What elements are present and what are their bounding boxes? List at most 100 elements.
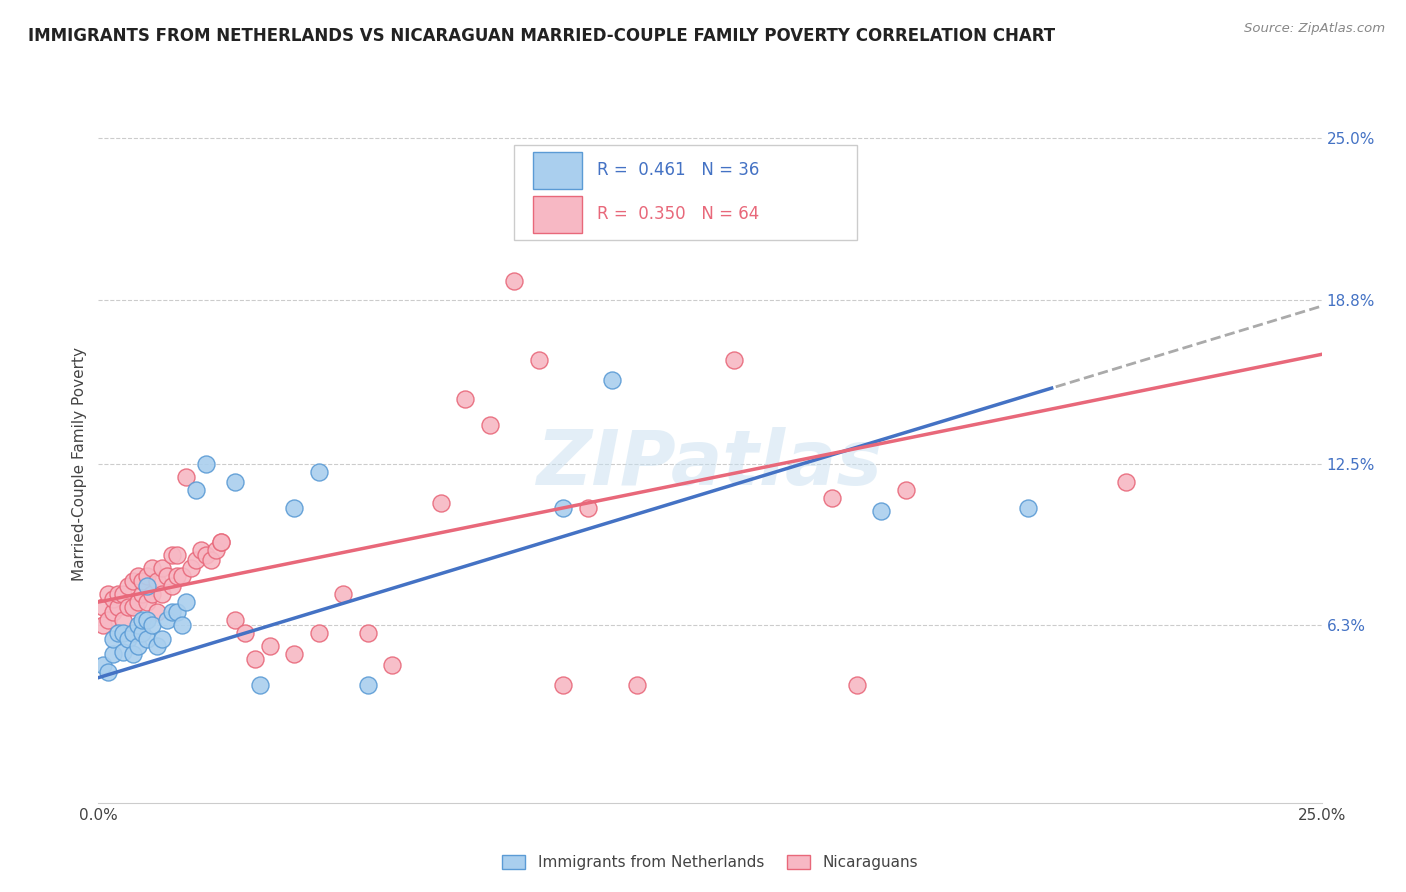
Text: R =  0.350   N = 64: R = 0.350 N = 64 [598,205,759,223]
Point [195,457,218,471]
Point [121,600,143,615]
Point [166,548,188,562]
Point [131,613,153,627]
Point [209,535,232,549]
Point [117,600,139,615]
Point [117,632,139,646]
Point [576,501,599,516]
Point [121,574,143,589]
Point [381,657,404,672]
Point [146,574,169,589]
FancyBboxPatch shape [533,196,582,234]
Point [626,678,648,692]
Point [176,595,198,609]
Text: R =  0.461   N = 36: R = 0.461 N = 36 [598,161,759,179]
Point [111,613,134,627]
Point [107,626,129,640]
Point [454,392,477,406]
Point [1017,501,1039,516]
Text: Source: ZipAtlas.com: Source: ZipAtlas.com [1244,22,1385,36]
Point [131,574,153,589]
Point [430,496,453,510]
Text: ZIPatlas: ZIPatlas [537,427,883,500]
Point [150,587,173,601]
Point [553,501,575,516]
Point [894,483,917,497]
Point [146,640,169,654]
Point [127,569,149,583]
Point [136,569,159,583]
Point [527,352,550,367]
Point [150,632,173,646]
FancyBboxPatch shape [533,152,582,189]
Point [101,632,124,646]
Point [127,595,149,609]
Point [131,587,153,601]
Point [249,678,271,692]
Y-axis label: Married-Couple Family Poverty: Married-Couple Family Poverty [72,347,87,581]
Point [186,483,208,497]
Point [356,626,378,640]
Point [121,647,143,661]
Point [821,491,844,505]
Point [259,640,281,654]
Text: IMMIGRANTS FROM NETHERLANDS VS NICARAGUAN MARRIED-COUPLE FAMILY POVERTY CORRELAT: IMMIGRANTS FROM NETHERLANDS VS NICARAGUA… [28,27,1056,45]
Point [97,587,120,601]
Point [1115,475,1137,489]
Point [180,561,202,575]
Point [156,613,179,627]
Point [200,553,222,567]
Point [308,465,330,479]
Point [160,606,183,620]
Point [308,626,330,640]
Point [101,647,124,661]
Point [107,587,129,601]
Point [111,626,134,640]
Point [332,587,354,601]
Point [600,373,623,387]
Point [101,592,124,607]
Point [101,606,124,620]
Point [166,569,188,583]
Point [97,613,120,627]
Point [160,579,183,593]
Point [150,561,173,575]
Point [111,587,134,601]
Point [166,606,188,620]
Point [356,678,378,692]
Point [141,618,163,632]
Point [91,657,114,672]
Point [283,501,305,516]
Point [156,569,179,583]
Point [723,352,745,367]
Point [553,678,575,692]
Point [136,613,159,627]
Point [845,678,868,692]
Point [97,665,120,680]
Point [176,470,198,484]
Point [111,644,134,658]
Point [186,553,208,567]
Point [478,417,501,432]
Point [503,274,526,288]
Point [870,504,893,518]
Point [141,561,163,575]
Point [195,548,218,562]
Point [224,613,246,627]
Point [675,222,697,236]
Point [136,579,159,593]
Point [205,542,228,557]
Point [170,618,193,632]
Point [107,600,129,615]
Point [146,606,169,620]
Point [283,647,305,661]
Point [170,569,193,583]
Point [233,626,256,640]
Point [224,475,246,489]
Point [141,587,163,601]
Point [243,652,266,666]
Point [136,595,159,609]
Point [127,618,149,632]
Point [117,579,139,593]
Point [91,618,114,632]
